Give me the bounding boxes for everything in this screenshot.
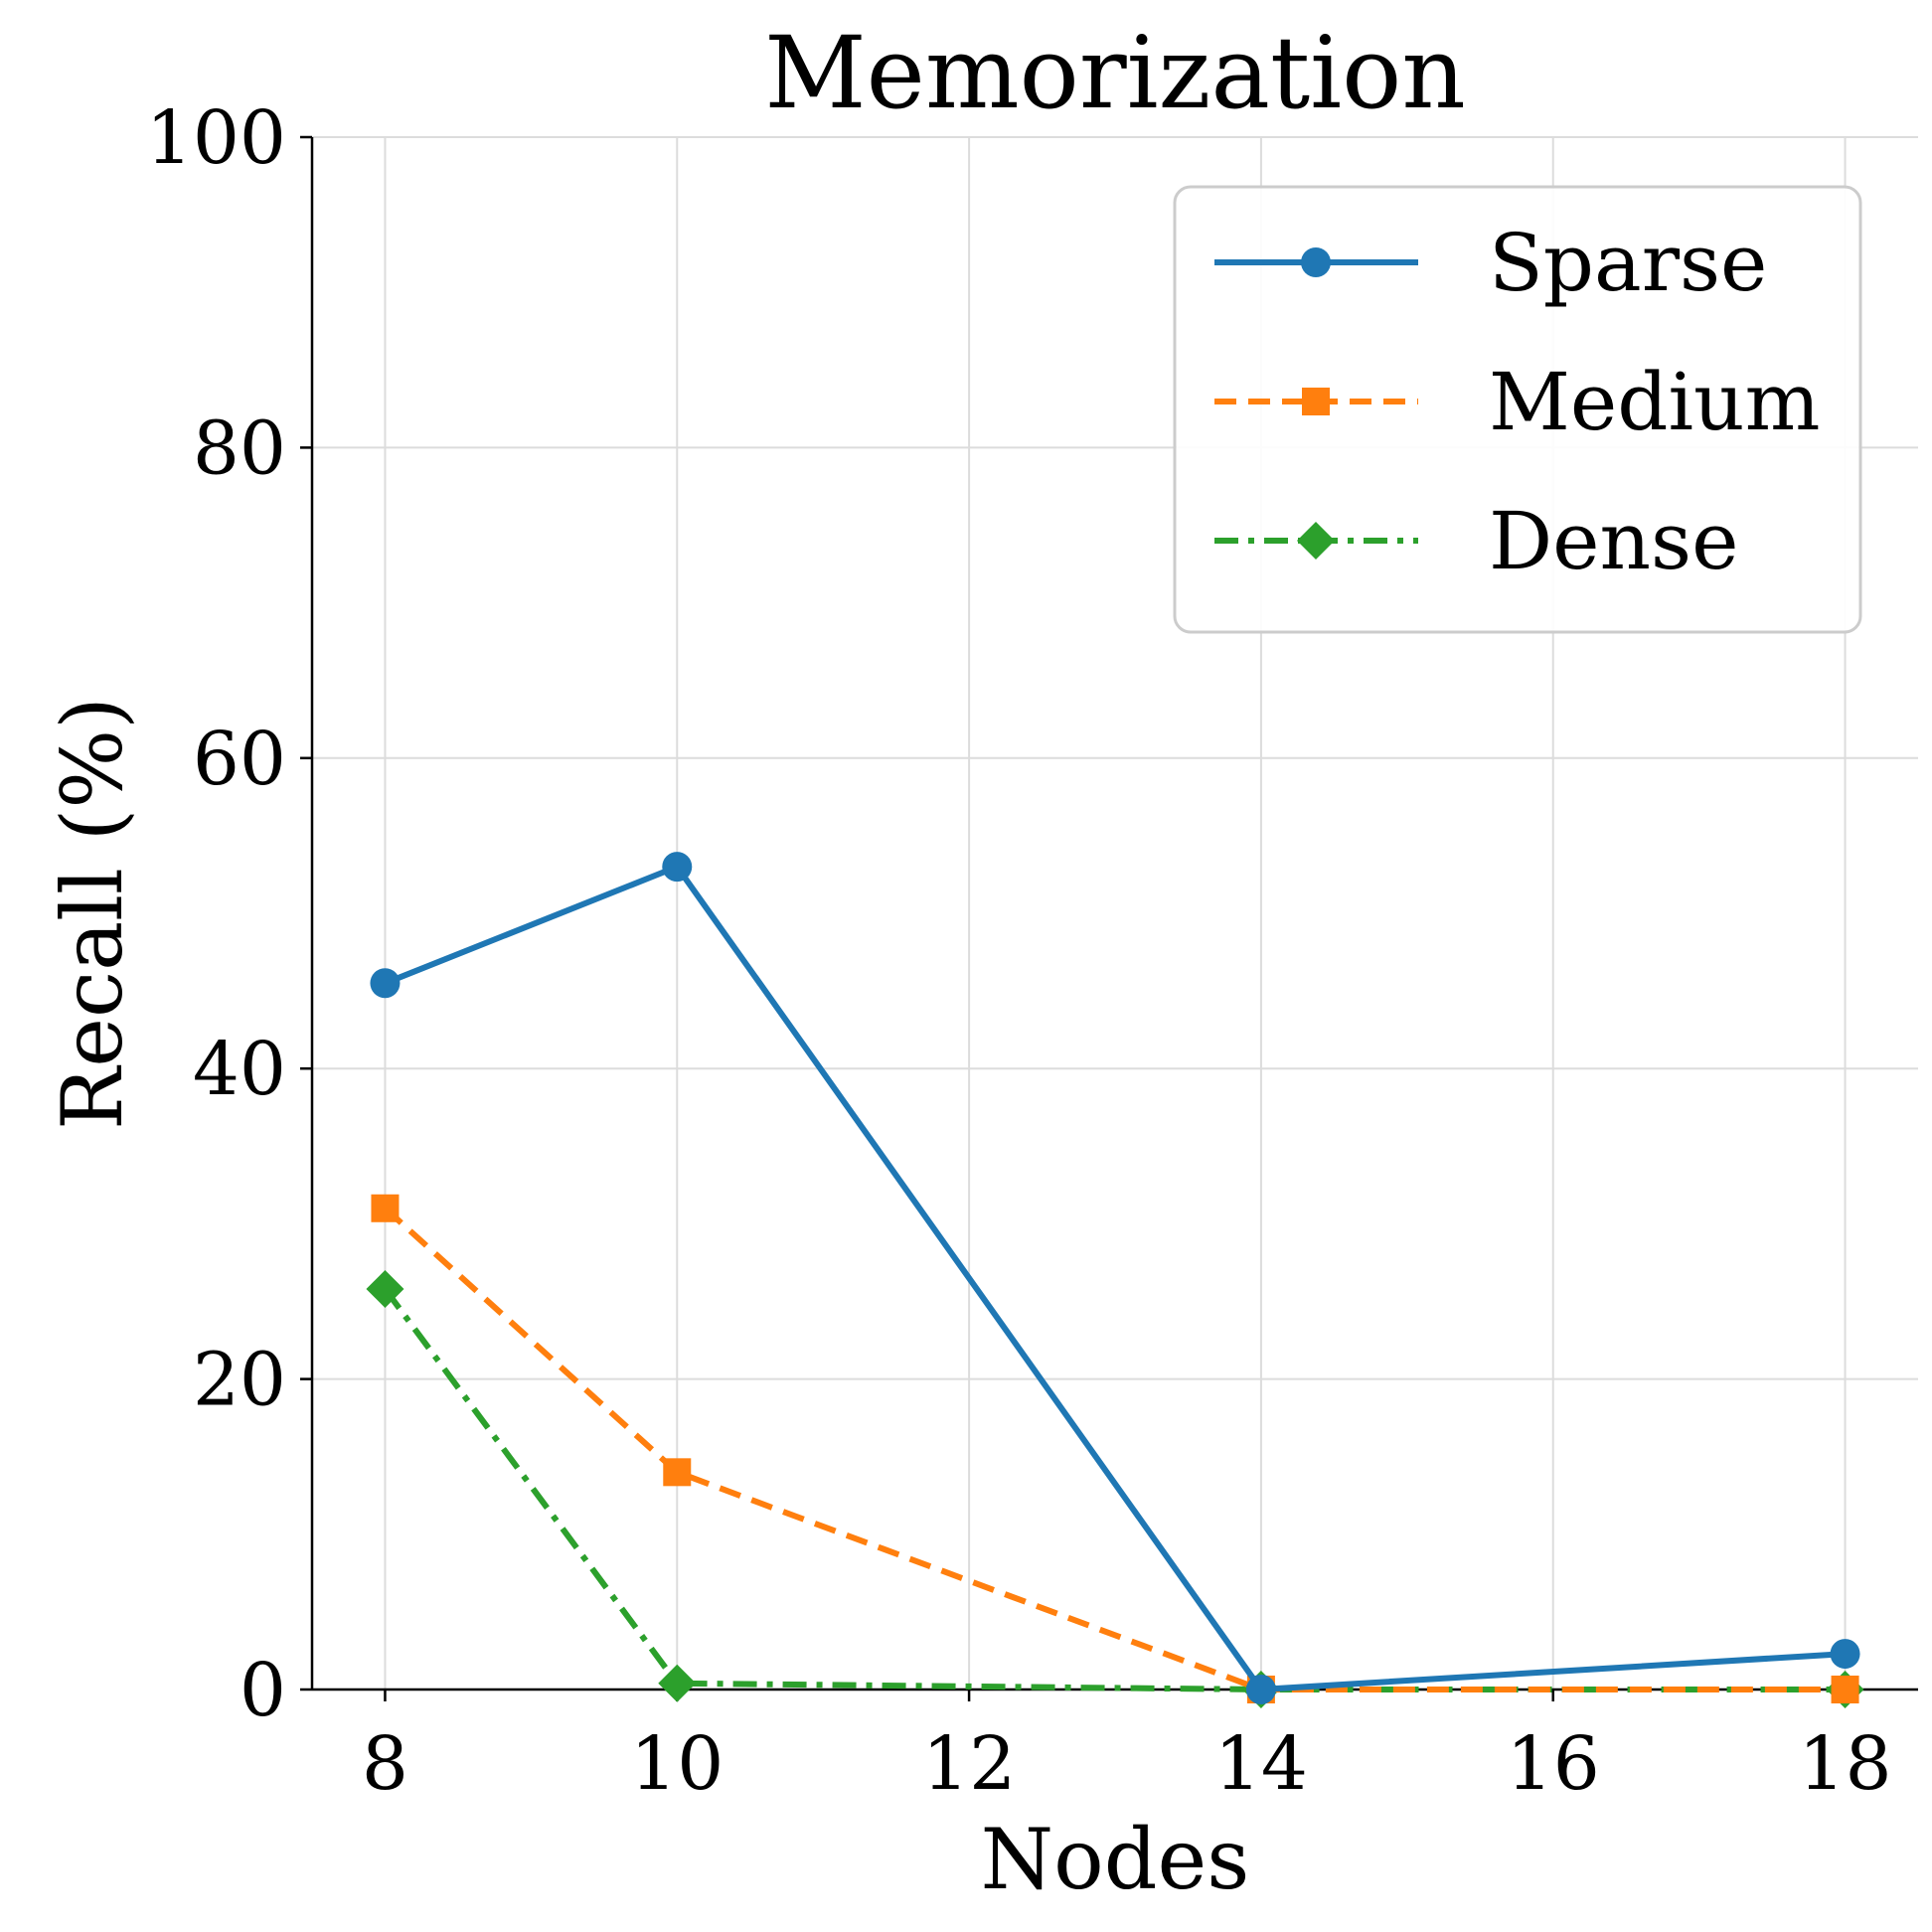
x-tick-label: 8 [362, 1721, 408, 1807]
series-group [366, 852, 1864, 1708]
x-tick-label: 18 [1798, 1721, 1891, 1807]
y-axis-title: Recall (%) [44, 697, 141, 1130]
series-dense [366, 1270, 1864, 1708]
series-sparse-point [1830, 1639, 1860, 1670]
legend-item-dense: Dense [1214, 495, 1738, 587]
y-tick-label: 0 [240, 1648, 286, 1733]
series-medium-point [663, 1458, 692, 1487]
series-dense-point [366, 1270, 404, 1309]
series-medium-point [1831, 1676, 1859, 1703]
y-tick-label: 100 [146, 95, 286, 181]
series-dense-line [383, 1287, 1846, 1692]
series-medium [371, 1194, 1859, 1703]
series-sparse-point [1245, 1675, 1276, 1704]
legend: Sparse Medium Dense [1173, 185, 1862, 634]
y-tick-label: 60 [193, 717, 286, 802]
series-sparse [370, 852, 1860, 1704]
legend-sparse-label: Sparse [1489, 217, 1767, 309]
x-tick-label: 12 [922, 1721, 1016, 1807]
legend-box [1173, 185, 1862, 634]
y-tick-label: 40 [193, 1027, 286, 1112]
series-medium-line [383, 1206, 1846, 1692]
series-sparse-point [370, 968, 401, 999]
legend-dense-marker [1297, 522, 1335, 560]
legend-item-medium: Medium [1214, 356, 1820, 448]
y-tick-label: 20 [193, 1338, 286, 1423]
legend-medium-label: Medium [1489, 356, 1820, 448]
x-tick-label: 14 [1214, 1721, 1308, 1807]
series-sparse-point [662, 852, 693, 883]
legend-item-sparse: Sparse [1214, 217, 1767, 309]
y-tick-label: 80 [193, 405, 286, 491]
legend-sparse-marker [1301, 247, 1331, 277]
series-medium-point [371, 1194, 400, 1222]
x-tick-label: 10 [630, 1721, 724, 1807]
x-axis-title: Nodes [981, 1811, 1250, 1908]
series-dense-point [658, 1664, 697, 1702]
legend-medium-marker [1302, 388, 1330, 415]
series-sparse-line [384, 864, 1846, 1692]
legend-dense-label: Dense [1489, 495, 1738, 587]
chart-title: Memorization [764, 15, 1465, 131]
x-tick-label: 16 [1507, 1721, 1600, 1807]
